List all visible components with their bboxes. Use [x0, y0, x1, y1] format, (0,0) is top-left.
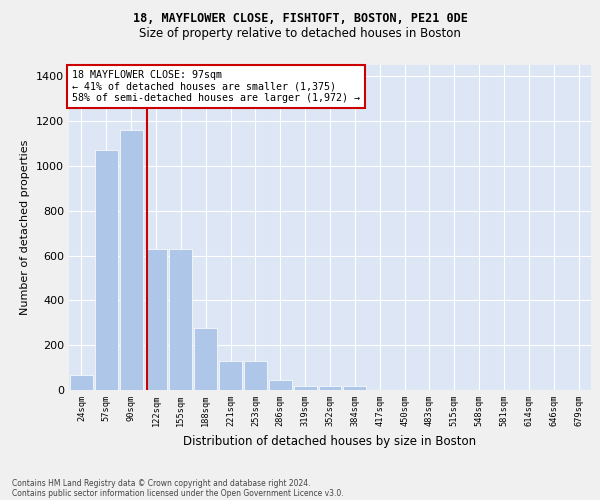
Bar	[194, 328, 217, 390]
Y-axis label: Number of detached properties: Number of detached properties	[20, 140, 31, 315]
Text: 18, MAYFLOWER CLOSE, FISHTOFT, BOSTON, PE21 0DE: 18, MAYFLOWER CLOSE, FISHTOFT, BOSTON, P…	[133, 12, 467, 26]
Bar	[244, 361, 267, 390]
Text: Size of property relative to detached houses in Boston: Size of property relative to detached ho…	[139, 28, 461, 40]
Bar	[120, 130, 143, 390]
Text: Contains HM Land Registry data © Crown copyright and database right 2024.: Contains HM Land Registry data © Crown c…	[12, 478, 311, 488]
Bar	[269, 380, 292, 390]
Bar	[169, 249, 192, 390]
Bar	[95, 150, 118, 390]
Bar	[319, 386, 341, 390]
Text: 18 MAYFLOWER CLOSE: 97sqm
← 41% of detached houses are smaller (1,375)
58% of se: 18 MAYFLOWER CLOSE: 97sqm ← 41% of detac…	[71, 70, 359, 103]
Bar	[145, 249, 167, 390]
Bar	[343, 386, 366, 390]
Text: Contains public sector information licensed under the Open Government Licence v3: Contains public sector information licen…	[12, 489, 344, 498]
Bar	[70, 376, 93, 390]
Bar	[294, 386, 317, 390]
Bar	[219, 361, 242, 390]
X-axis label: Distribution of detached houses by size in Boston: Distribution of detached houses by size …	[184, 434, 476, 448]
